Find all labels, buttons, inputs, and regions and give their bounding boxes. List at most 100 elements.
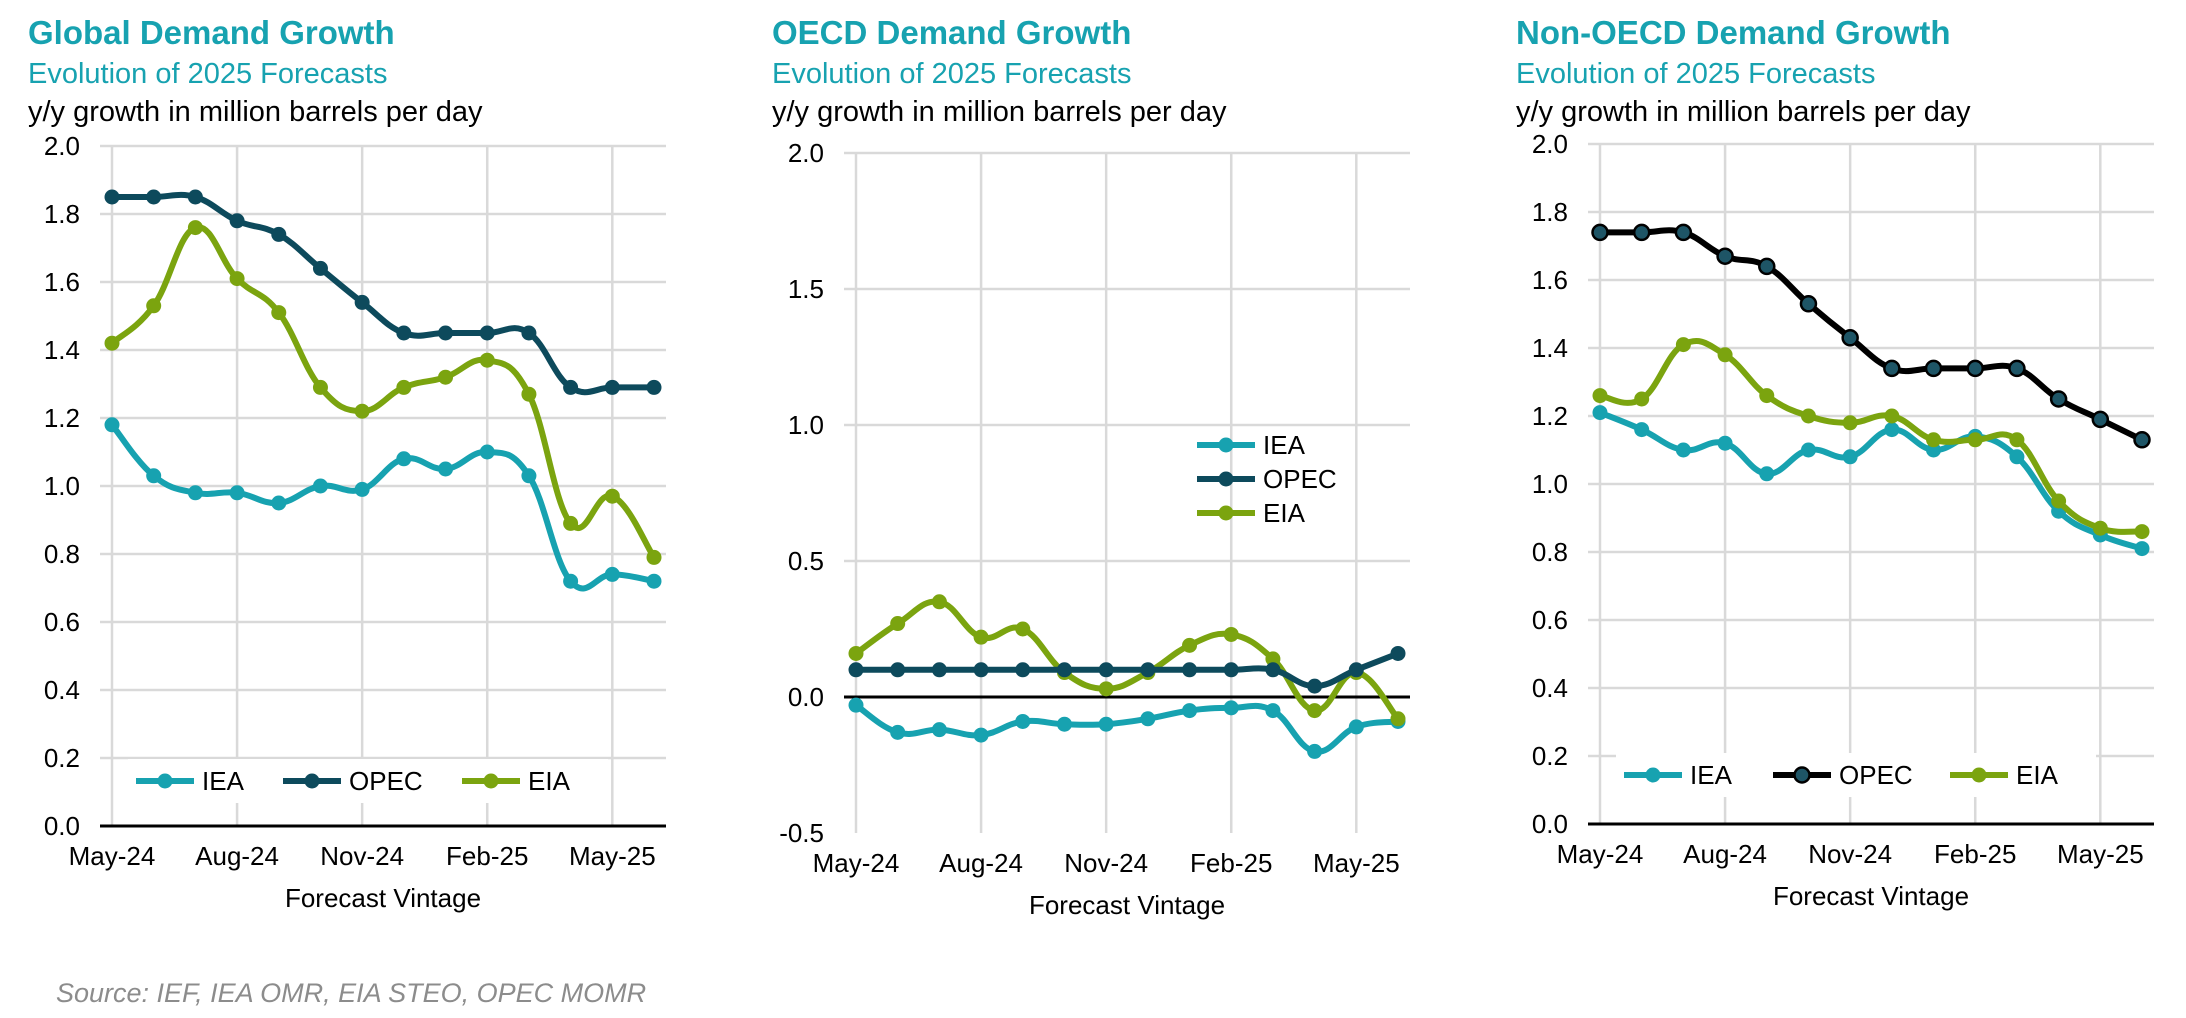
data-point-eia <box>604 488 620 504</box>
x-tick-label: May-24 <box>813 848 900 878</box>
chart-oecd-demand: -0.5 0.0 0.5 1.0 1.5 2.0 May-24 Aug-24 Nov-24 Feb… <box>779 138 1410 920</box>
data-point-opec <box>354 294 370 310</box>
legend-label-opec: OPEC <box>349 766 423 796</box>
data-point-opec <box>1265 662 1281 678</box>
y-axis-unit-label: y/y growth in million barrels per day <box>772 96 1227 128</box>
legend-background <box>128 759 608 803</box>
y-tick-label: 1.0 <box>1532 469 1568 499</box>
data-point-opec <box>1015 662 1031 678</box>
x-tick-label: May-25 <box>1313 848 1400 878</box>
data-point-iea <box>187 485 203 501</box>
legend-marker-eia <box>1971 767 1987 783</box>
data-point-opec <box>848 662 864 678</box>
data-point-iea <box>104 417 120 433</box>
data-point-opec <box>2049 390 2068 408</box>
data-point-iea <box>1592 405 1608 421</box>
data-point-iea <box>479 444 495 460</box>
legend-marker-iea <box>1645 767 1661 783</box>
data-point-iea <box>1098 716 1114 732</box>
legend-background <box>1616 753 2096 797</box>
x-tick-label: Feb-25 <box>1934 839 2016 869</box>
data-point-iea <box>1182 703 1198 719</box>
data-point-iea <box>2134 541 2150 557</box>
legend-label-iea: IEA <box>202 766 245 796</box>
legend-marker-opec <box>304 773 320 789</box>
x-axis-title: Forecast Vintage <box>285 883 481 913</box>
x-tick-label: Feb-25 <box>446 841 528 871</box>
x-tick-label: Nov-24 <box>1808 839 1892 869</box>
data-point-opec <box>1140 662 1156 678</box>
data-point-opec <box>1966 359 1984 378</box>
data-point-iea <box>1015 713 1031 729</box>
data-point-opec <box>931 662 947 678</box>
data-point-opec <box>104 189 120 205</box>
chart-panel-oecd: OECD Demand Growth Evolution of 2025 For… <box>772 0 1492 960</box>
y-tick-label: 0.4 <box>1532 673 1568 703</box>
data-point-iea <box>1717 435 1733 451</box>
data-point-iea <box>1675 442 1691 458</box>
legend-label-iea: IEA <box>1690 760 1733 790</box>
y-tick-label: 1.6 <box>44 267 80 297</box>
data-point-eia <box>563 515 579 531</box>
chart-panel-global: Global Demand Growth Evolution of 2025 F… <box>28 0 748 960</box>
data-point-iea <box>1307 743 1323 759</box>
y-tick-label: 0.5 <box>788 546 824 576</box>
data-point-opec <box>1348 662 1364 678</box>
data-point-iea <box>1634 422 1650 438</box>
chart-title: OECD Demand Growth <box>772 14 1132 51</box>
legend-marker-opec <box>1793 766 1811 784</box>
data-point-eia <box>931 594 947 610</box>
y-tick-label: 1.0 <box>788 410 824 440</box>
data-point-iea <box>848 697 864 713</box>
y-tick-label: 1.0 <box>44 471 80 501</box>
legend-label-eia: EIA <box>1263 498 1306 528</box>
chart-subtitle: Evolution of 2025 Forecasts <box>28 58 388 90</box>
data-point-iea <box>146 468 162 484</box>
source-note: Source: IEF, IEA OMR, EIA STEO, OPEC MOM… <box>56 978 647 1008</box>
x-tick-label: May-24 <box>1557 839 1644 869</box>
series-line-iea <box>1597 409 2145 552</box>
data-point-opec <box>1307 678 1323 694</box>
data-point-opec <box>1841 329 1859 347</box>
data-point-iea <box>1759 466 1775 482</box>
data-point-eia <box>1884 408 1900 424</box>
y-tick-label: 0.0 <box>1532 809 1568 839</box>
data-point-opec <box>479 325 495 341</box>
data-point-eia <box>848 645 864 661</box>
x-tick-label: Nov-24 <box>1064 848 1148 878</box>
chart-panel-non-oecd: Non-OECD Demand Growth Evolution of 2025… <box>1516 0 2186 960</box>
data-point-iea <box>931 722 947 738</box>
data-point-eia <box>187 220 203 236</box>
data-point-eia <box>271 305 287 321</box>
data-point-opec <box>1390 645 1406 661</box>
y-tick-label: 2.0 <box>788 138 824 168</box>
data-point-iea <box>1223 700 1239 716</box>
data-point-opec <box>146 189 162 205</box>
data-point-eia <box>1223 626 1239 642</box>
data-point-eia <box>2009 432 2025 448</box>
data-point-eia <box>438 369 454 385</box>
data-point-opec <box>1758 257 1776 276</box>
data-point-opec <box>438 325 454 341</box>
series-line-iea <box>109 421 657 592</box>
data-point-eia <box>2134 524 2150 540</box>
data-point-eia <box>1717 347 1733 363</box>
data-point-iea <box>438 461 454 477</box>
data-point-eia <box>1967 432 1983 448</box>
data-point-iea <box>1800 442 1816 458</box>
data-point-eia <box>1307 703 1323 719</box>
series-line-opec <box>1597 227 2145 443</box>
data-point-eia <box>1634 391 1650 407</box>
legend-marker-eia <box>483 773 499 789</box>
data-point-eia <box>312 379 328 395</box>
data-point-eia <box>1926 432 1942 448</box>
legend-label-opec: OPEC <box>1839 760 1913 790</box>
data-point-opec <box>2091 410 2110 429</box>
data-point-opec <box>312 260 328 276</box>
data-point-iea <box>1056 716 1072 732</box>
x-axis-title: Forecast Vintage <box>1029 890 1225 920</box>
chart-non-oecd-demand: 0.0 0.2 0.4 0.6 0.8 1.0 1.2 1.4 1.6 1.8 2.0 May-24 A… <box>1532 129 2154 911</box>
data-point-iea <box>1842 449 1858 465</box>
data-point-opec <box>973 662 989 678</box>
legend-label-opec: OPEC <box>1263 464 1337 494</box>
